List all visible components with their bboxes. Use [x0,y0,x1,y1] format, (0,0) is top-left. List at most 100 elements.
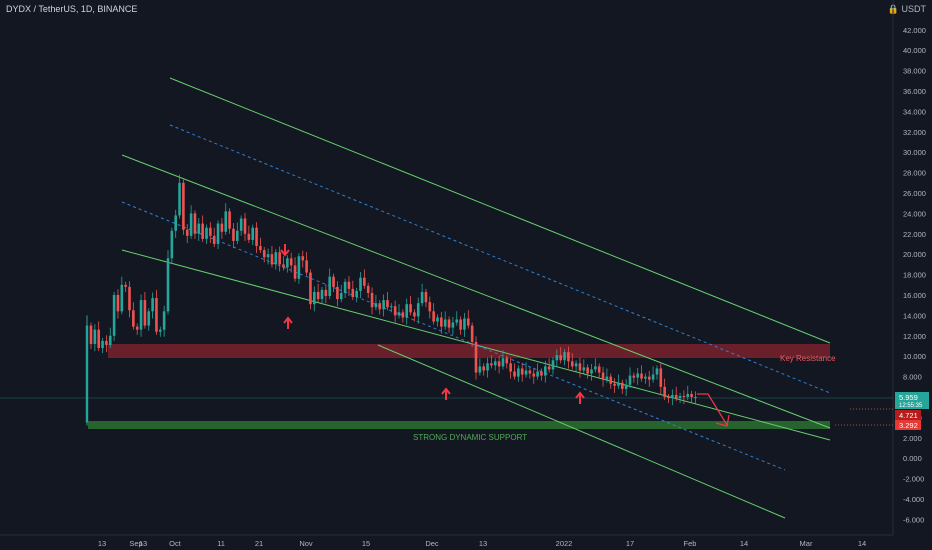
time-tick-label: 2022 [556,539,573,548]
price-tick-label: 38.000 [903,67,926,76]
candle-body [193,213,197,234]
candle-body [301,256,305,261]
candle-body [197,223,201,234]
candle-body [236,230,239,241]
price-tick-label: 18.000 [903,271,926,280]
candle-body [605,376,609,380]
candle-body [409,304,412,313]
candle-body [694,397,697,398]
candle-body [320,289,324,300]
candle-body [416,303,420,317]
candle-body [108,335,112,345]
candle-body [366,285,370,293]
candle-body [609,376,613,384]
price-tick-label: 14.000 [903,311,926,320]
candle-body [405,304,408,318]
candle-body [370,292,374,308]
candle-body [355,290,358,298]
outer-channel-top-line [169,77,831,344]
level-2-value: 3.292 [899,421,918,430]
candle-body [289,258,293,266]
candle-body [517,368,520,377]
candle-body [274,252,278,265]
candle-body [139,300,143,330]
candle-body [178,182,181,216]
candle-body [182,182,185,230]
price-tick-label: 24.000 [903,209,926,218]
candle-body [85,325,89,423]
level-2-tag [895,420,921,430]
time-tick-label: Sep [129,539,142,548]
candle-body [401,312,405,318]
current-price-tag [895,392,929,409]
candle-body [424,291,428,303]
candle-body [420,291,424,304]
candle-body [520,368,524,375]
candle-body [347,281,351,289]
candle-body [547,366,551,370]
candle-body [185,229,189,236]
price-tick-label: 30.000 [903,148,926,157]
candle-body [636,373,639,378]
candle-body [532,373,536,377]
candle-body [690,393,693,397]
price-tick-label: 40.000 [903,46,926,55]
candle-body [101,340,104,349]
candle-body [116,295,120,312]
candle-body [613,383,616,386]
candle-body [455,319,459,323]
level-1-tag [895,410,921,420]
strong-support-label: STRONG DYNAMIC SUPPORT [413,433,527,442]
price-tick-label: 20.000 [903,250,926,259]
candle-body [297,256,301,279]
candle-body [540,371,543,376]
inner-midline [121,201,786,471]
candle-body [293,265,297,279]
candle-body [328,276,331,297]
candle-body [282,264,285,268]
price-tick-label: 32.000 [903,128,926,137]
candle-body [120,284,124,312]
candle-body [305,260,308,273]
candle-body [216,223,220,244]
candle-body [132,310,135,327]
candle-body [170,230,174,259]
time-tick-label: 21 [255,539,263,548]
candle-body [93,329,97,344]
price-tick-label: 34.000 [903,107,926,116]
outer-midline [169,124,831,394]
candle-body [624,384,628,389]
candle-body [686,393,690,397]
candle-body [428,302,432,312]
price-tick-label: 36.000 [903,87,926,96]
time-tick-label: 14 [740,539,748,548]
candle-body [159,329,162,332]
candle-body [493,361,497,366]
candle-body [470,325,474,342]
time-tick-label: Nov [299,539,313,548]
candle-body [621,382,624,389]
time-tick-label: Mar [800,539,813,548]
candle-body [524,370,528,375]
price-tick-label: 10.000 [903,352,926,361]
candle-body [224,211,228,232]
candle-body [174,215,177,231]
price-tick-label: 28.000 [903,169,926,178]
candle-body [135,326,139,330]
candle-body [617,382,620,386]
up-arrow-marker [283,316,293,329]
price-tick-label: 42.000 [903,26,926,35]
candle-body [640,373,643,379]
candle-body [644,376,647,379]
price-tick-label: 16.000 [903,291,926,300]
candle-body [147,311,151,326]
candle-body [239,218,243,231]
candle-body [463,318,466,330]
candle-body [544,366,547,376]
down-arrow-marker [280,244,290,257]
time-tick-label: Oct [169,539,182,548]
candle-body [440,317,443,327]
candle-body [386,300,389,308]
